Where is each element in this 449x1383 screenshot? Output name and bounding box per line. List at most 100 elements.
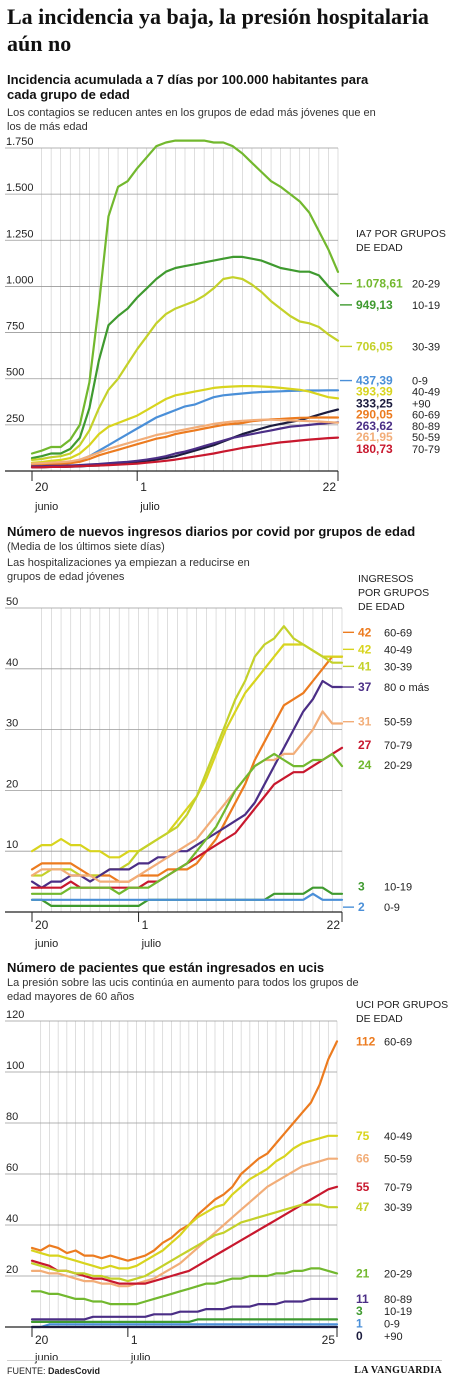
legend-title: INGRESOS POR GRUPOS DE EDAD <box>358 573 429 613</box>
end-label-value: 66 <box>356 1152 370 1166</box>
end-label-value: 55 <box>356 1180 370 1194</box>
end-label-group: 80 o más <box>384 682 430 694</box>
x-tick-day: 1 <box>131 1333 138 1347</box>
y-tick-label: 10 <box>6 839 18 851</box>
y-tick-label: 40 <box>6 657 18 669</box>
horizontal-grid: 250 500 750 1.000 1.250 1.500 1.750 <box>5 136 338 426</box>
panel-3-title: Número de pacientes que están ingresados… <box>7 960 325 975</box>
end-label-group: 50-59 <box>384 717 412 729</box>
x-tick-month: julio <box>130 1352 151 1364</box>
end-label-value: 27 <box>358 738 372 752</box>
x-tick-day: 25 <box>322 1333 336 1347</box>
x-tick-day: 22 <box>327 918 341 932</box>
series-line-40-49 <box>30 385 340 464</box>
series-lines <box>30 139 340 469</box>
end-label-group: 60-69 <box>412 410 440 422</box>
series-line-50-59 <box>30 710 344 883</box>
y-tick-label: 1.750 <box>6 136 34 148</box>
series-line-70-79 <box>30 1185 339 1285</box>
y-tick-label: 1.250 <box>6 228 34 240</box>
end-label-value: 706,05 <box>356 339 393 353</box>
end-label-group: 30-39 <box>384 661 412 673</box>
end-label-group: 40-49 <box>384 644 412 656</box>
x-tick-month: julio <box>139 501 160 513</box>
end-labels: 112 60-69 75 40-49 66 50-59 55 70-79 47 30-39 21 20… <box>356 1034 412 1343</box>
horizontal-grid: 20 40 60 80 100 120 <box>5 1009 337 1277</box>
end-label-value: 37 <box>358 680 372 694</box>
end-label-value: 261,95 <box>356 430 393 444</box>
end-label-group: 70-79 <box>384 740 412 752</box>
end-label-value: 21 <box>356 1266 370 1280</box>
end-label-value: 180,73 <box>356 442 393 456</box>
end-label-value: 393,39 <box>356 385 393 399</box>
y-tick-label: 30 <box>6 718 18 730</box>
y-tick-label: 20 <box>6 778 18 790</box>
panel-1-subtitle: Los contagios se reducen antes en los gr… <box>7 107 376 133</box>
y-tick-label: 60 <box>6 1162 18 1174</box>
end-label-group: 20-29 <box>412 279 440 291</box>
end-label-group: 0-9 <box>384 902 400 914</box>
admissions-chart: 10 20 30 40 50 20 junio 1 julio 22 INGRESOS POR GRU… <box>5 573 430 950</box>
end-label-group: 50-59 <box>412 432 440 444</box>
end-label-group: 20-29 <box>384 1268 412 1280</box>
end-label-group: 10-19 <box>384 1306 412 1318</box>
end-label-group: 10-19 <box>384 881 412 893</box>
end-label-group: 0-9 <box>412 376 428 388</box>
end-label-value: 0 <box>356 1329 363 1343</box>
end-label-value: 42 <box>358 625 372 639</box>
end-label-value: 333,25 <box>356 397 393 411</box>
y-tick-label: 750 <box>6 321 24 333</box>
series-line-50-59 <box>30 418 340 465</box>
end-label-value: 263,62 <box>356 419 393 433</box>
incidence-chart: 250 500 750 1.000 1.250 1.500 1.750 20 junio 1 jul… <box>5 136 446 513</box>
series-line-40-49 <box>30 643 344 859</box>
headline: La incidencia ya baja, la presión hospit… <box>7 4 429 56</box>
panel-2-note: Las hospitalizaciones ya empiezan a redu… <box>7 557 250 583</box>
y-tick-label: 40 <box>6 1213 18 1225</box>
x-ticks: 20 junio 1 julio 22 <box>31 912 343 950</box>
icu-chart: 20 40 60 80 100 120 20 junio 1 julio 25 UCI POR GRU… <box>5 999 448 1364</box>
end-label-value: 437,39 <box>356 374 393 388</box>
series-line-0-9 <box>30 1323 339 1329</box>
series-line-60-69 <box>30 416 340 467</box>
legend-title: IA7 POR GRUPOS DE EDAD <box>356 228 446 254</box>
legend-title: UCI POR GRUPOS DE EDAD <box>356 999 448 1025</box>
end-label-group: 80-89 <box>412 421 440 433</box>
series-line-20-29 <box>30 752 344 895</box>
end-label-group: 60-69 <box>384 1036 412 1048</box>
end-label-group: 0-9 <box>384 1318 400 1330</box>
end-label-group: +90 <box>384 1331 403 1343</box>
x-tick-month: junio <box>34 938 58 950</box>
end-label-group: 10-19 <box>412 300 440 312</box>
x-ticks: 20 junio 1 julio 25 <box>31 1327 338 1364</box>
series-line-30-39 <box>30 1203 339 1283</box>
y-tick-label: 20 <box>6 1264 18 1276</box>
end-label-value: 112 <box>356 1034 376 1048</box>
end-label-group: 70-79 <box>412 444 440 456</box>
y-tick-label: 250 <box>6 413 24 425</box>
series-line-60-69 <box>30 1040 339 1262</box>
end-label-group: 60-69 <box>384 627 412 639</box>
source-label: FUENTE: <box>7 1366 46 1376</box>
x-tick-day: 1 <box>142 918 149 932</box>
panel-2-title: Número de nuevos ingresos diarios por co… <box>7 524 416 539</box>
x-tick-day: 1 <box>140 480 147 494</box>
end-label-group: 20-29 <box>384 760 412 772</box>
end-label-value: 24 <box>358 758 372 772</box>
end-label-value: 11 <box>356 1292 369 1306</box>
x-tick-month: junio <box>34 1352 58 1364</box>
y-tick-label: 120 <box>6 1009 24 1021</box>
source-name: DadesCovid <box>48 1366 101 1376</box>
end-label-value: 1.078,61 <box>356 277 403 291</box>
end-label-value: 75 <box>356 1129 370 1143</box>
series-lines <box>30 1040 339 1329</box>
end-label-group: 40-49 <box>384 1131 412 1143</box>
x-tick-month: julio <box>141 938 162 950</box>
x-tick-day: 20 <box>35 1333 49 1347</box>
end-label-value: 949,13 <box>356 298 393 312</box>
footer-source: FUENTE: DadesCovid <box>7 1366 100 1376</box>
series-line-80-89 <box>30 421 340 468</box>
legend-title-line: UCI POR GRUPOS <box>356 999 448 1011</box>
legend-title-line: IA7 POR GRUPOS <box>356 228 446 240</box>
end-label-group: 30-39 <box>384 1202 412 1214</box>
